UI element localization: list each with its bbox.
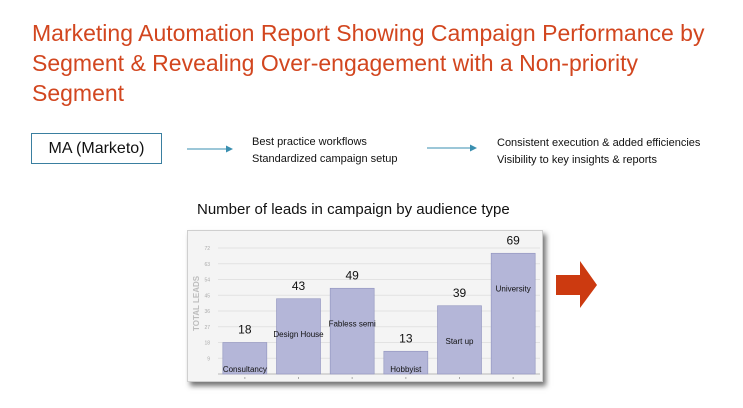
slide-title: Marketing Automation Report Showing Camp… — [32, 20, 705, 106]
bar-value-label: 49 — [345, 268, 359, 282]
middle-benefit-1: Best practice workflows — [252, 136, 367, 148]
bar — [490, 252, 536, 375]
right-pointing-arrow-icon — [556, 261, 597, 308]
y-tick-label: 63 — [204, 262, 210, 268]
right-outcome-2: Visibility to key insights & reports — [497, 154, 657, 166]
category-label: Design House — [273, 330, 324, 339]
bar-value-label: 69 — [506, 233, 520, 247]
ma-marketo-box: MA (Marketo) — [31, 133, 162, 164]
y-tick-label: 36 — [204, 309, 210, 315]
bar — [329, 287, 375, 375]
bar — [383, 350, 429, 375]
bar-value-label: 18 — [238, 323, 252, 337]
bar-chart: TOTAL LEADS 9 18 27 36 45 54 63 72 18 Consultancy… — [192, 233, 540, 379]
category-label: Consultancy — [223, 365, 267, 374]
flow-arrow-icon — [427, 144, 477, 152]
category-label: Fabless semi — [329, 319, 376, 328]
bar — [222, 342, 268, 375]
middle-benefit-2: Standardized campaign setup — [252, 153, 398, 165]
y-axis-label: TOTAL LEADS — [192, 275, 201, 331]
category-label: University — [496, 284, 531, 293]
bar — [276, 298, 321, 375]
y-tick-label: 45 — [204, 293, 210, 299]
flow-arrow-icon — [187, 145, 233, 153]
chart-frame: TOTAL LEADS 9 18 27 36 45 54 63 72 18 Consultancy… — [187, 230, 543, 382]
y-tick-label: 27 — [204, 325, 210, 331]
y-tick-label: 9 — [207, 356, 210, 362]
y-tick-label: 18 — [204, 341, 210, 347]
y-tick-label: 72 — [204, 246, 210, 252]
category-label: Start up — [445, 337, 474, 346]
bar-value-label: 13 — [399, 331, 413, 345]
middle-benefits: Best practice workflows Standardized cam… — [252, 134, 398, 168]
bar-value-label: 43 — [292, 279, 306, 293]
right-outcome-1: Consistent execution & added efficiencie… — [497, 137, 701, 149]
bar-value-label: 39 — [453, 286, 467, 300]
right-outcomes: Consistent execution & added efficiencie… — [497, 135, 700, 169]
y-tick-label: 54 — [204, 278, 210, 284]
bar — [437, 305, 482, 375]
category-label: Hobbyist — [390, 365, 422, 374]
ma-marketo-label: MA (Marketo) — [48, 139, 145, 157]
chart-title: Number of leads in campaign by audience … — [197, 201, 510, 218]
